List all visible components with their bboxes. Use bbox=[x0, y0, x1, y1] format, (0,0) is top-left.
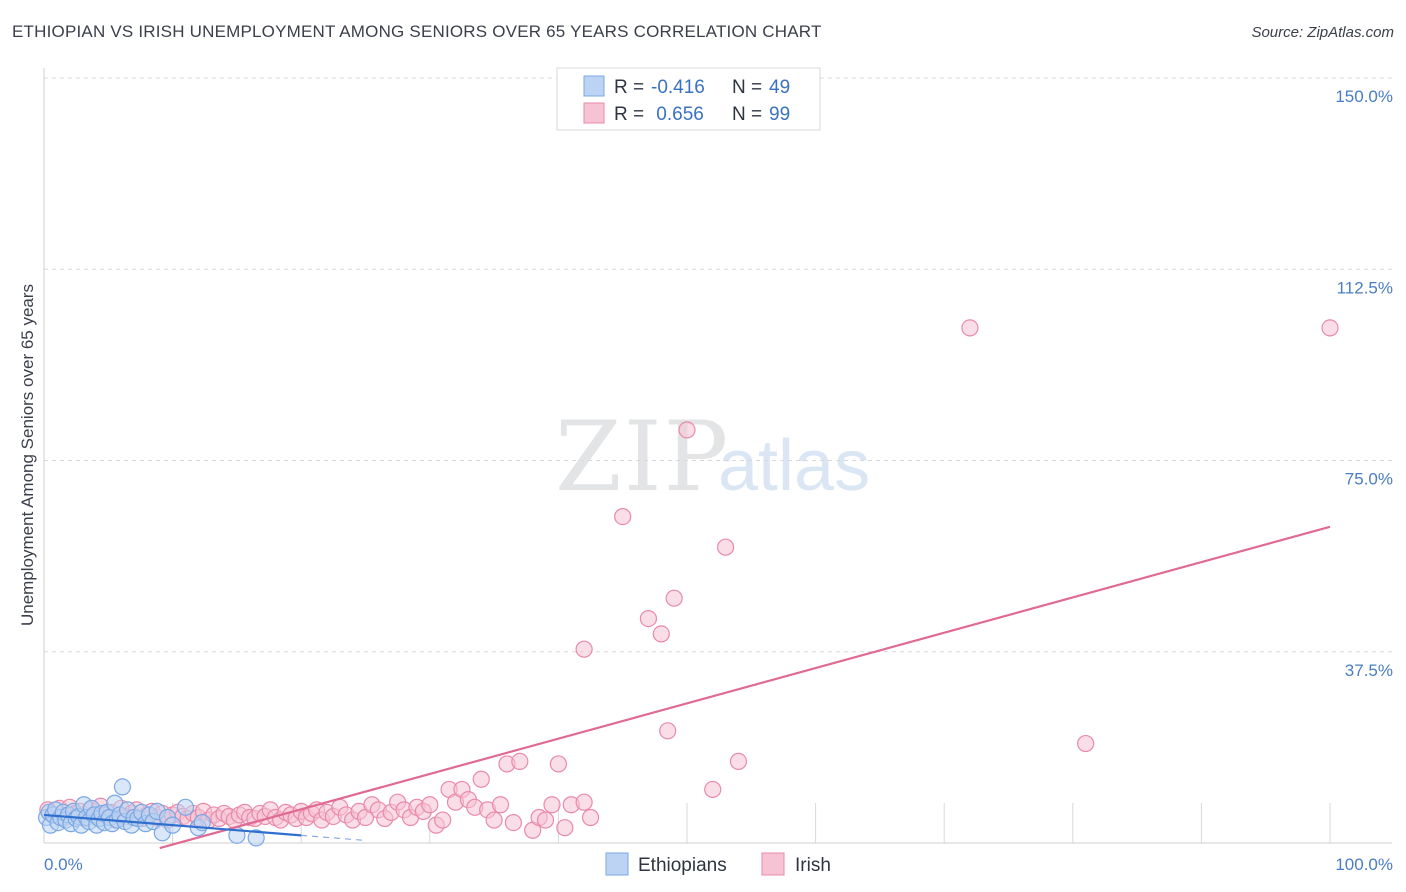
irish-point bbox=[665, 589, 683, 607]
irish-point bbox=[1321, 319, 1339, 337]
ethiopians-trend-line bbox=[43, 813, 302, 837]
y-tick-labels: 37.5% 75.0% 112.5% 150.0% bbox=[1335, 87, 1393, 680]
legend-irish-label: Irish bbox=[795, 855, 831, 876]
x-tick-label: 100.0% bbox=[1335, 855, 1393, 874]
irish-point bbox=[659, 722, 677, 740]
irish-r-label: R = bbox=[614, 104, 644, 125]
watermark-zip: ZIP bbox=[555, 401, 730, 513]
irish-point bbox=[549, 755, 568, 773]
x-tick-label: 0.0% bbox=[44, 855, 83, 874]
irish-point bbox=[678, 421, 696, 439]
y-tick-label: 75.0% bbox=[1345, 470, 1393, 489]
y-tick-label: 150.0% bbox=[1335, 87, 1393, 106]
irish-swatch bbox=[583, 102, 605, 124]
irish-point bbox=[652, 625, 670, 643]
y-tick-label: 112.5% bbox=[1337, 278, 1393, 297]
irish-point bbox=[504, 813, 522, 832]
ethiopians-swatch bbox=[583, 75, 605, 97]
irish-point bbox=[704, 780, 722, 799]
ethiopians-point bbox=[113, 778, 132, 796]
watermark: ZIP atlas bbox=[555, 401, 870, 513]
irish-point bbox=[556, 819, 574, 837]
y-axis-label: Unemployment Among Seniors over 65 years bbox=[18, 284, 37, 626]
x-tick-labels: 0.0% 100.0% bbox=[44, 855, 1393, 874]
irish-point bbox=[434, 811, 452, 829]
irish-point bbox=[729, 752, 748, 771]
ethiopians-r-label: R = bbox=[614, 77, 644, 98]
watermark-atlas: atlas bbox=[718, 426, 870, 506]
irish-point bbox=[421, 796, 439, 814]
ethiopians-r-value: -0.416 bbox=[651, 77, 705, 98]
ethiopians-point bbox=[247, 829, 265, 847]
irish-point bbox=[543, 796, 561, 814]
axes bbox=[43, 68, 1392, 844]
irish-point bbox=[511, 752, 529, 771]
legend-ethiopians-label: Ethiopians bbox=[638, 855, 727, 876]
irish-point bbox=[536, 811, 555, 829]
irish-point bbox=[491, 796, 510, 814]
ethiopians-point bbox=[176, 798, 195, 816]
grid-lines bbox=[44, 77, 1392, 843]
irish-point bbox=[639, 609, 658, 628]
irish-n-label: N = bbox=[732, 104, 762, 125]
y-tick-label: 37.5% bbox=[1345, 661, 1393, 680]
ethiopians-n-value: 49 bbox=[769, 77, 790, 98]
irish-trend-line bbox=[159, 525, 1331, 850]
source-label: Source: ZipAtlas.com bbox=[1251, 24, 1394, 41]
legend-ethiopians-swatch bbox=[605, 852, 629, 876]
irish-point bbox=[485, 811, 503, 829]
irish-point bbox=[1077, 734, 1095, 753]
chart-title: ETHIOPIAN VS IRISH UNEMPLOYMENT AMONG SE… bbox=[12, 22, 822, 41]
stats-legend: R = -0.416 N = 49 R = 0.656 N = 99 bbox=[556, 67, 821, 131]
irish-point bbox=[472, 770, 490, 788]
irish-n-value: 99 bbox=[769, 104, 790, 125]
trend-lines bbox=[43, 525, 1331, 850]
ethiopians-trend-extension bbox=[301, 834, 366, 842]
irish-point bbox=[716, 538, 735, 556]
series-legend: Ethiopians Irish bbox=[605, 852, 831, 876]
ethiopians-n-label: N = bbox=[732, 77, 762, 98]
irish-point bbox=[575, 640, 593, 658]
irish-r-value: 0.656 bbox=[651, 104, 704, 125]
irish-point bbox=[614, 507, 632, 526]
irish-point bbox=[581, 808, 600, 827]
legend-irish-swatch bbox=[761, 852, 785, 876]
irish-point bbox=[961, 319, 979, 337]
irish-point bbox=[575, 793, 593, 811]
